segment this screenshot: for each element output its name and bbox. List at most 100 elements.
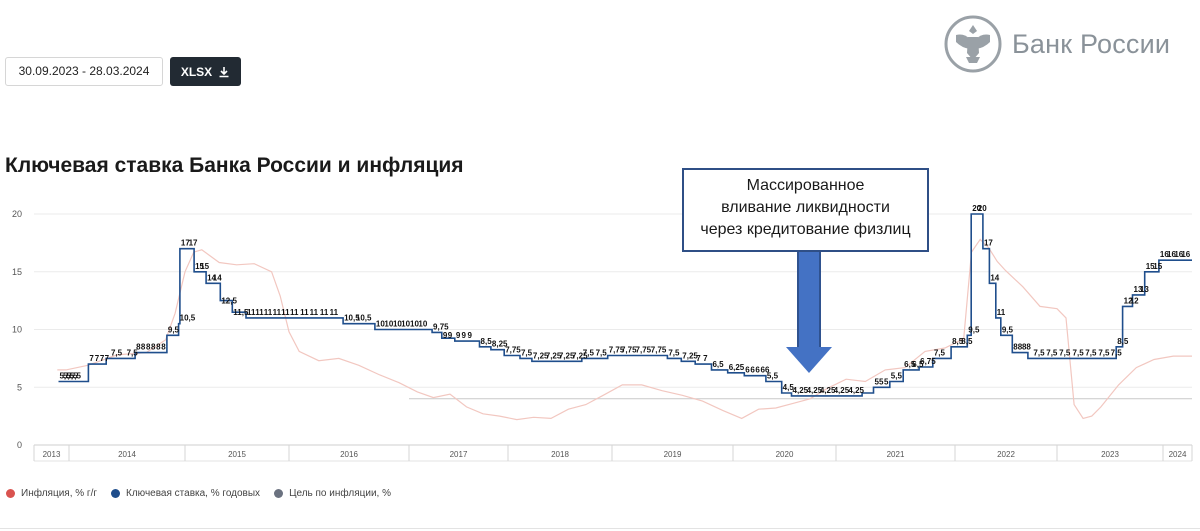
data-label: 20 [972,204,981,213]
data-label: 9,5 [968,325,980,334]
data-label: 11 [281,308,290,317]
data-label: 12,5 [221,296,237,305]
data-label: 8 [136,343,141,352]
legend-item-inflation[interactable]: Инфляция, % г/г [6,488,97,499]
legend-item-key-rate[interactable]: Ключевая ставка, % годовых [111,488,260,499]
data-label: 7,25 [572,351,588,360]
data-label: 11 [300,308,309,317]
data-label: 11 [247,308,256,317]
data-label: 10,5 [356,314,372,323]
data-label: 8,5 [1117,337,1129,346]
data-label: 11 [330,308,339,317]
data-label: 10 [401,320,410,329]
data-label: 9 [468,331,473,340]
legend-dot-inflation [6,489,15,498]
data-label: 8 [146,343,151,352]
data-label: 6,5 [912,360,924,369]
data-label: 8,5 [952,337,964,346]
x-tick-label: 2019 [664,450,682,459]
data-label: 20 [978,204,987,213]
data-label: 6 [765,366,770,375]
data-label: 5,5 [66,371,78,380]
data-label: 4,25 [820,386,836,395]
callout-line-1: Массированное [746,177,865,194]
x-tick-label: 2015 [228,450,246,459]
data-label: 7,5 [1046,348,1058,357]
data-label: 5 [879,377,884,386]
x-tick-label: 2014 [118,450,136,459]
series-key-rate-line [58,213,1192,397]
data-label: 7,5 [1085,348,1097,357]
chart-legend: Инфляция, % г/г Ключевая ставка, % годов… [6,488,391,499]
data-label: 17 [984,239,993,248]
logo-text: Банк России [1012,28,1171,59]
data-label: 9 [462,331,467,340]
callout-line-3: через кредитование физлиц [700,221,911,238]
data-label: 7,25 [546,351,562,360]
data-label: 10 [410,320,419,329]
date-range-picker[interactable]: 30.09.2023 - 28.03.2024 [5,57,163,86]
annotation-arrow-shaft [797,252,821,348]
data-label: 4,25 [807,386,823,395]
data-label: 15 [195,262,204,271]
data-label: 9 [448,331,453,340]
data-label: 11 [310,308,319,317]
data-label: 14 [213,273,222,282]
data-label: 10 [376,320,385,329]
data-label: 7 [95,354,100,363]
data-label: 15 [200,262,209,271]
data-label: 14 [990,273,999,282]
x-tick-label: 2018 [551,450,569,459]
data-label: 10,5 [180,314,196,323]
data-label: 8 [156,343,161,352]
data-label: 6,5 [904,360,916,369]
data-label: 9,5 [168,325,180,334]
data-label: 4,25 [834,386,850,395]
export-xlsx-button[interactable]: XLSX [170,57,241,86]
export-xlsx-label: XLSX [180,64,213,79]
data-label: 5,5 [891,371,903,380]
data-label: 10 [384,320,393,329]
data-label: 10 [393,320,402,329]
data-label: 8 [1026,343,1031,352]
data-label: 7,5 [1033,348,1045,357]
data-label: 7,5 [521,348,533,357]
bank-of-russia-logo: Банк России [944,14,1184,74]
data-label: 7,5 [1073,348,1085,357]
legend-item-target[interactable]: Цель по инфляции, % [274,488,391,499]
data-label: 11 [255,308,264,317]
data-label: 16 [1174,250,1183,259]
data-label: 7,25 [559,351,575,360]
data-label: 7,5 [1111,348,1123,357]
callout-line-2: вливание ликвидности [721,199,890,216]
x-tick-label: 2017 [450,450,468,459]
data-label: 8 [161,343,166,352]
data-label: 7,5 [1059,348,1071,357]
data-label: 11 [290,308,299,317]
data-label: 6 [760,366,765,375]
y-tick-label: 5 [17,382,22,392]
legend-label-target: Цель по инфляции, % [289,488,391,499]
data-label: 17 [189,239,198,248]
data-label: 7 [105,354,110,363]
data-label: 5,5 [59,371,71,380]
data-label: 8,25 [492,340,508,349]
eagle-emblem-icon [944,15,1002,73]
data-label: 8 [151,343,156,352]
data-label: 11 [273,308,282,317]
y-tick-label: 15 [12,267,22,277]
data-label: 7,5 [934,348,946,357]
bottom-divider [0,528,1200,529]
data-label: 11 [264,308,273,317]
x-tick-label: 2022 [997,450,1015,459]
data-label: 6 [745,366,750,375]
data-label: 16 [1181,250,1190,259]
data-label: 7 [703,354,708,363]
data-label: 4,5 [783,383,795,392]
y-tick-label: 10 [12,325,22,335]
x-tick-label: 2020 [776,450,794,459]
data-label: 7,75 [636,345,652,354]
data-label: 7,5 [583,348,595,357]
data-label: 5,5 [767,371,779,380]
x-tick-label: 2016 [340,450,358,459]
